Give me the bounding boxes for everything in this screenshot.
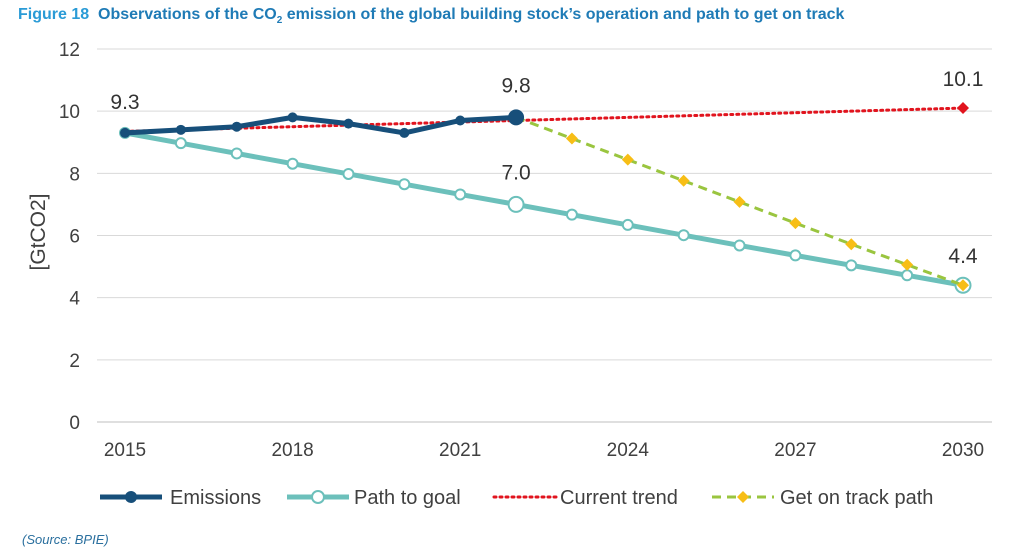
get-on-track-point — [957, 279, 969, 292]
figure-title-text-1: Observations of the CO — [98, 6, 277, 23]
data-label: 9.3 — [110, 91, 139, 114]
legend-emissions-marker — [125, 491, 137, 503]
get-on-track-point — [845, 238, 858, 251]
x-tick-label: 2027 — [774, 440, 816, 461]
data-labels: 9.3 9.8 7.0 10.1 4.4 — [110, 68, 983, 268]
emissions-point — [399, 127, 410, 138]
legend-label: Get on track path — [780, 487, 933, 509]
x-axis-ticks: 2015 2018 2021 2024 2027 2030 — [104, 440, 984, 461]
figure-label: Figure 18 — [18, 6, 90, 23]
path-to-goal-point — [621, 218, 634, 231]
get-on-track-point — [565, 132, 578, 145]
legend-path-marker — [311, 490, 325, 504]
get-on-track-point — [789, 217, 802, 230]
x-tick-label: 2030 — [942, 440, 984, 461]
legend-item: Current trend — [492, 487, 678, 509]
series-path-to-goal-line — [124, 130, 964, 288]
current-trend-point — [957, 102, 969, 115]
series-group — [119, 102, 972, 294]
series-get-on-track-line — [515, 115, 964, 287]
y-axis-label: [GtCO2] — [27, 193, 50, 270]
legend-label: Path to goal — [354, 487, 461, 509]
y-tick-label: 8 — [69, 164, 80, 185]
path-to-goal-point — [733, 239, 746, 252]
x-tick-label: 2024 — [607, 440, 650, 461]
figure-title: Figure 18 Observations of the CO2 emissi… — [18, 6, 844, 26]
series-emissions-line — [124, 114, 517, 136]
x-tick-label: 2018 — [271, 440, 313, 461]
data-label: 10.1 — [943, 68, 984, 91]
data-label: 9.8 — [501, 74, 530, 97]
emissions-point — [175, 124, 186, 135]
emissions-point — [508, 109, 525, 126]
legend-item: Path to goal — [287, 487, 461, 509]
path-to-goal-point — [789, 249, 802, 262]
source-note: (Source: BPIE) — [22, 532, 109, 547]
legend: Emissions Path to goal Current trend Get on… — [100, 487, 933, 509]
emissions-point — [120, 127, 130, 138]
emissions-point — [231, 121, 242, 132]
x-tick-label: 2015 — [104, 440, 146, 461]
path-to-goal-point — [507, 195, 525, 213]
emissions-point — [287, 112, 298, 123]
legend-track-marker — [737, 491, 749, 503]
legend-item: Emissions — [100, 487, 261, 509]
path-to-goal-point — [230, 147, 243, 160]
emissions-point — [343, 118, 354, 129]
y-tick-label: 10 — [59, 102, 80, 123]
legend-label: Current trend — [560, 487, 678, 509]
y-axis-ticks: 0 2 4 6 8 10 12 — [59, 40, 81, 434]
figure-title-text-2: emission of the global building stock’s … — [282, 6, 845, 23]
y-tick-label: 12 — [59, 40, 80, 61]
legend-item: Get on track path — [712, 487, 933, 509]
get-on-track-point — [901, 258, 914, 271]
path-to-goal-point — [565, 208, 578, 221]
path-to-goal-point — [398, 178, 411, 191]
y-tick-label: 4 — [69, 289, 80, 310]
y-tick-label: 2 — [69, 351, 80, 372]
data-label: 4.4 — [948, 245, 978, 268]
path-to-goal-point — [174, 137, 187, 150]
get-on-track-point — [621, 153, 634, 166]
gridlines — [97, 48, 992, 423]
get-on-track-point — [677, 174, 690, 187]
path-to-goal-point — [677, 229, 690, 242]
get-on-track-point — [733, 195, 746, 208]
legend-label: Emissions — [170, 487, 261, 509]
path-to-goal-point — [845, 259, 858, 272]
y-tick-label: 6 — [69, 227, 80, 248]
path-to-goal-point — [342, 167, 355, 180]
path-to-goal-point — [901, 269, 914, 282]
path-to-goal-point — [454, 188, 467, 201]
data-label: 7.0 — [501, 161, 530, 184]
x-tick-label: 2021 — [439, 440, 481, 461]
series-current-trend-line — [123, 106, 965, 133]
y-tick-label: 0 — [69, 413, 80, 434]
emissions-point — [455, 115, 466, 126]
figure-title-subscript: 2 — [276, 15, 283, 26]
path-to-goal-point — [286, 157, 299, 170]
